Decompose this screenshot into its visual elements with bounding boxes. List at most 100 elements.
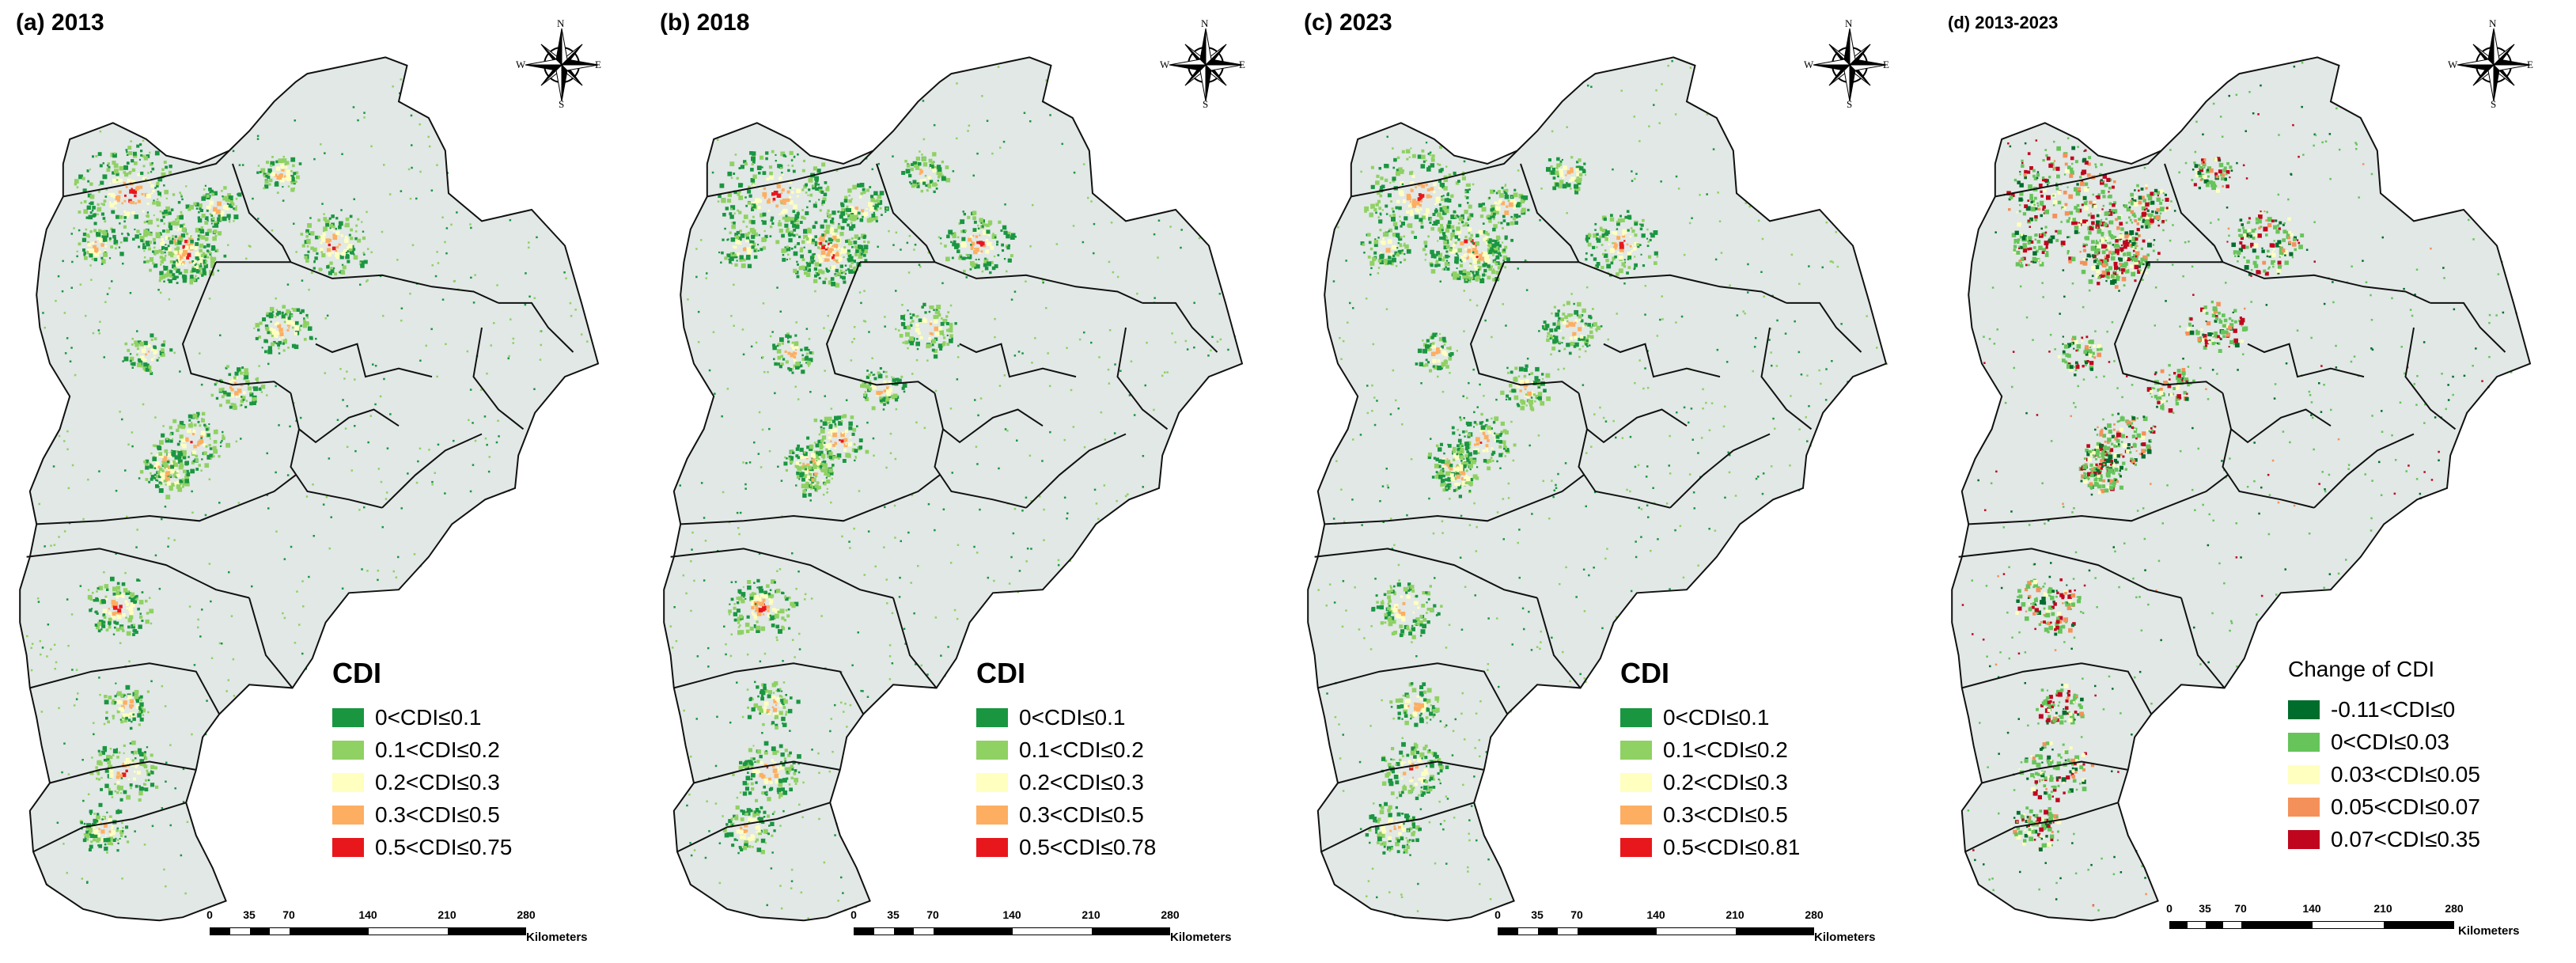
legend-swatch bbox=[2288, 700, 2320, 719]
legend-label: 0.3<CDI≤0.5 bbox=[1663, 802, 1788, 827]
scale-tick: 0 bbox=[2166, 902, 2173, 915]
city-boundary bbox=[32, 802, 187, 853]
legend-swatch bbox=[1620, 805, 1652, 825]
legend-title: CDI bbox=[332, 657, 381, 689]
city-boundary bbox=[876, 163, 936, 263]
scale-unit: Kilometers bbox=[2458, 924, 2520, 938]
legend-label: 0<CDI≤0.1 bbox=[1663, 704, 1770, 730]
scale-bar-segments bbox=[210, 927, 526, 935]
legend-item: 0.5<CDI≤0.81 bbox=[1620, 831, 1800, 863]
city-boundary bbox=[934, 392, 1044, 444]
city-boundary bbox=[2222, 392, 2332, 444]
city-boundary bbox=[315, 343, 433, 378]
scale-tick: 210 bbox=[1726, 908, 1744, 921]
cdi-map bbox=[19, 56, 600, 922]
city-boundary bbox=[1961, 662, 2153, 715]
legend-swatch bbox=[332, 772, 364, 792]
compass-s: S bbox=[2491, 98, 2497, 110]
legend-label: 0.07<CDI≤0.35 bbox=[2331, 826, 2480, 851]
city-boundary bbox=[1504, 261, 1787, 304]
city-boundary bbox=[673, 662, 865, 715]
compass-e: E bbox=[595, 59, 601, 70]
scale-bar-segments bbox=[1498, 927, 1814, 935]
legend-item: 0.1<CDI≤0.2 bbox=[1620, 734, 1800, 766]
scale-tick: 70 bbox=[1570, 908, 1583, 921]
city-boundary bbox=[1958, 548, 2182, 599]
legend-label: 0.1<CDI≤0.2 bbox=[1019, 737, 1144, 762]
city-boundary bbox=[2404, 327, 2457, 430]
city-boundary bbox=[1320, 802, 1475, 853]
compass-e: E bbox=[1883, 59, 1889, 70]
scale-unit: Kilometers bbox=[1814, 931, 1876, 944]
legend-label: 0.2<CDI≤0.3 bbox=[1663, 769, 1788, 794]
legend-swatch bbox=[1620, 772, 1652, 792]
city-boundary bbox=[892, 597, 938, 689]
legend-label: 0.3<CDI≤0.5 bbox=[375, 802, 500, 827]
cdi-map bbox=[663, 56, 1244, 922]
city-boundary bbox=[1520, 163, 1580, 263]
city-boundary bbox=[1603, 343, 1721, 378]
cdi-pixels bbox=[669, 66, 1237, 919]
scale-bar: 0 35 70 140 210 280 Kilometers bbox=[206, 908, 587, 956]
cdi-change-map bbox=[1951, 56, 2532, 922]
city-boundary bbox=[1536, 597, 1582, 689]
scale-tick: 210 bbox=[2373, 902, 2392, 915]
scale-bar-segments bbox=[854, 927, 1170, 935]
north-arrow-icon: N S E W bbox=[1158, 17, 1253, 112]
legend-label: 0.2<CDI≤0.3 bbox=[1019, 769, 1144, 794]
scale-bar: 0 35 70 140 210 280 Kilometers bbox=[1494, 908, 1875, 956]
city-boundary bbox=[2313, 433, 2415, 509]
scale-tick: 35 bbox=[243, 908, 256, 921]
scale-tick: 70 bbox=[926, 908, 939, 921]
map-legend: Change of CDI -0.11<CDI≤0 0<CDI≤0.03 0.0… bbox=[2288, 657, 2480, 855]
legend-swatch bbox=[976, 772, 1008, 792]
city-boundary bbox=[707, 150, 874, 198]
scale-tick: 210 bbox=[1082, 908, 1100, 921]
scale-tick: 35 bbox=[2199, 902, 2211, 915]
scale-bar: 0 35 70 140 210 280 Kilometers bbox=[2166, 902, 2519, 950]
city-boundary bbox=[36, 474, 297, 525]
legend-title: CDI bbox=[1620, 657, 1669, 689]
city-boundary bbox=[680, 474, 941, 525]
compass-n: N bbox=[2489, 17, 2497, 29]
legend-item: 0.3<CDI≤0.5 bbox=[1620, 798, 1800, 831]
city-boundary bbox=[216, 261, 499, 304]
legend-swatch bbox=[1620, 707, 1652, 727]
legend-item: 0.5<CDI≤0.75 bbox=[332, 831, 512, 863]
scale-tick: 70 bbox=[282, 908, 295, 921]
city-boundary bbox=[1324, 474, 1585, 525]
city-boundary bbox=[181, 261, 292, 394]
legend-item: -0.11<CDI≤0 bbox=[2288, 693, 2480, 726]
legend-label: 0.5<CDI≤0.81 bbox=[1663, 834, 1801, 859]
city-boundary bbox=[63, 150, 230, 198]
legend-item: 0.2<CDI≤0.3 bbox=[976, 766, 1156, 798]
city-boundary bbox=[1317, 662, 1509, 715]
legend-label: 0.1<CDI≤0.2 bbox=[1663, 737, 1788, 762]
legend-label: 0.2<CDI≤0.3 bbox=[375, 769, 500, 794]
city-boundary bbox=[29, 662, 221, 715]
city-boundary bbox=[1995, 150, 2162, 198]
region-fill bbox=[20, 57, 598, 921]
legend-item: 0<CDI≤0.1 bbox=[976, 701, 1156, 734]
legend-swatch bbox=[2288, 797, 2320, 817]
north-arrow-icon: N S E W bbox=[2446, 17, 2541, 112]
map-legend: CDI 0<CDI≤0.1 0.1<CDI≤0.2 0.2<CDI≤0.3 0.… bbox=[1620, 657, 1800, 863]
legend-item: 0<CDI≤0.1 bbox=[1620, 701, 1800, 734]
legend-label: 0<CDI≤0.1 bbox=[1019, 704, 1126, 730]
legend-item: 0.05<CDI≤0.07 bbox=[2288, 790, 2480, 823]
city-boundary bbox=[670, 548, 894, 599]
city-boundary bbox=[248, 597, 294, 689]
legend-label: 0.5<CDI≤0.78 bbox=[1019, 834, 1157, 859]
city-boundary bbox=[1578, 392, 1688, 444]
region-outline bbox=[663, 56, 1244, 922]
scale-tick: 140 bbox=[358, 908, 377, 921]
city-boundary bbox=[290, 392, 400, 444]
city-boundary bbox=[1351, 150, 1518, 198]
legend-label: 0<CDI≤0.03 bbox=[2331, 729, 2450, 754]
scale-tick: 140 bbox=[1002, 908, 1021, 921]
legend-swatch bbox=[976, 805, 1008, 825]
compass-s: S bbox=[1203, 98, 1209, 110]
panel-title: (c) 2023 bbox=[1304, 9, 1392, 36]
region-outline bbox=[19, 56, 600, 922]
legend-item: 0.3<CDI≤0.5 bbox=[332, 798, 512, 831]
